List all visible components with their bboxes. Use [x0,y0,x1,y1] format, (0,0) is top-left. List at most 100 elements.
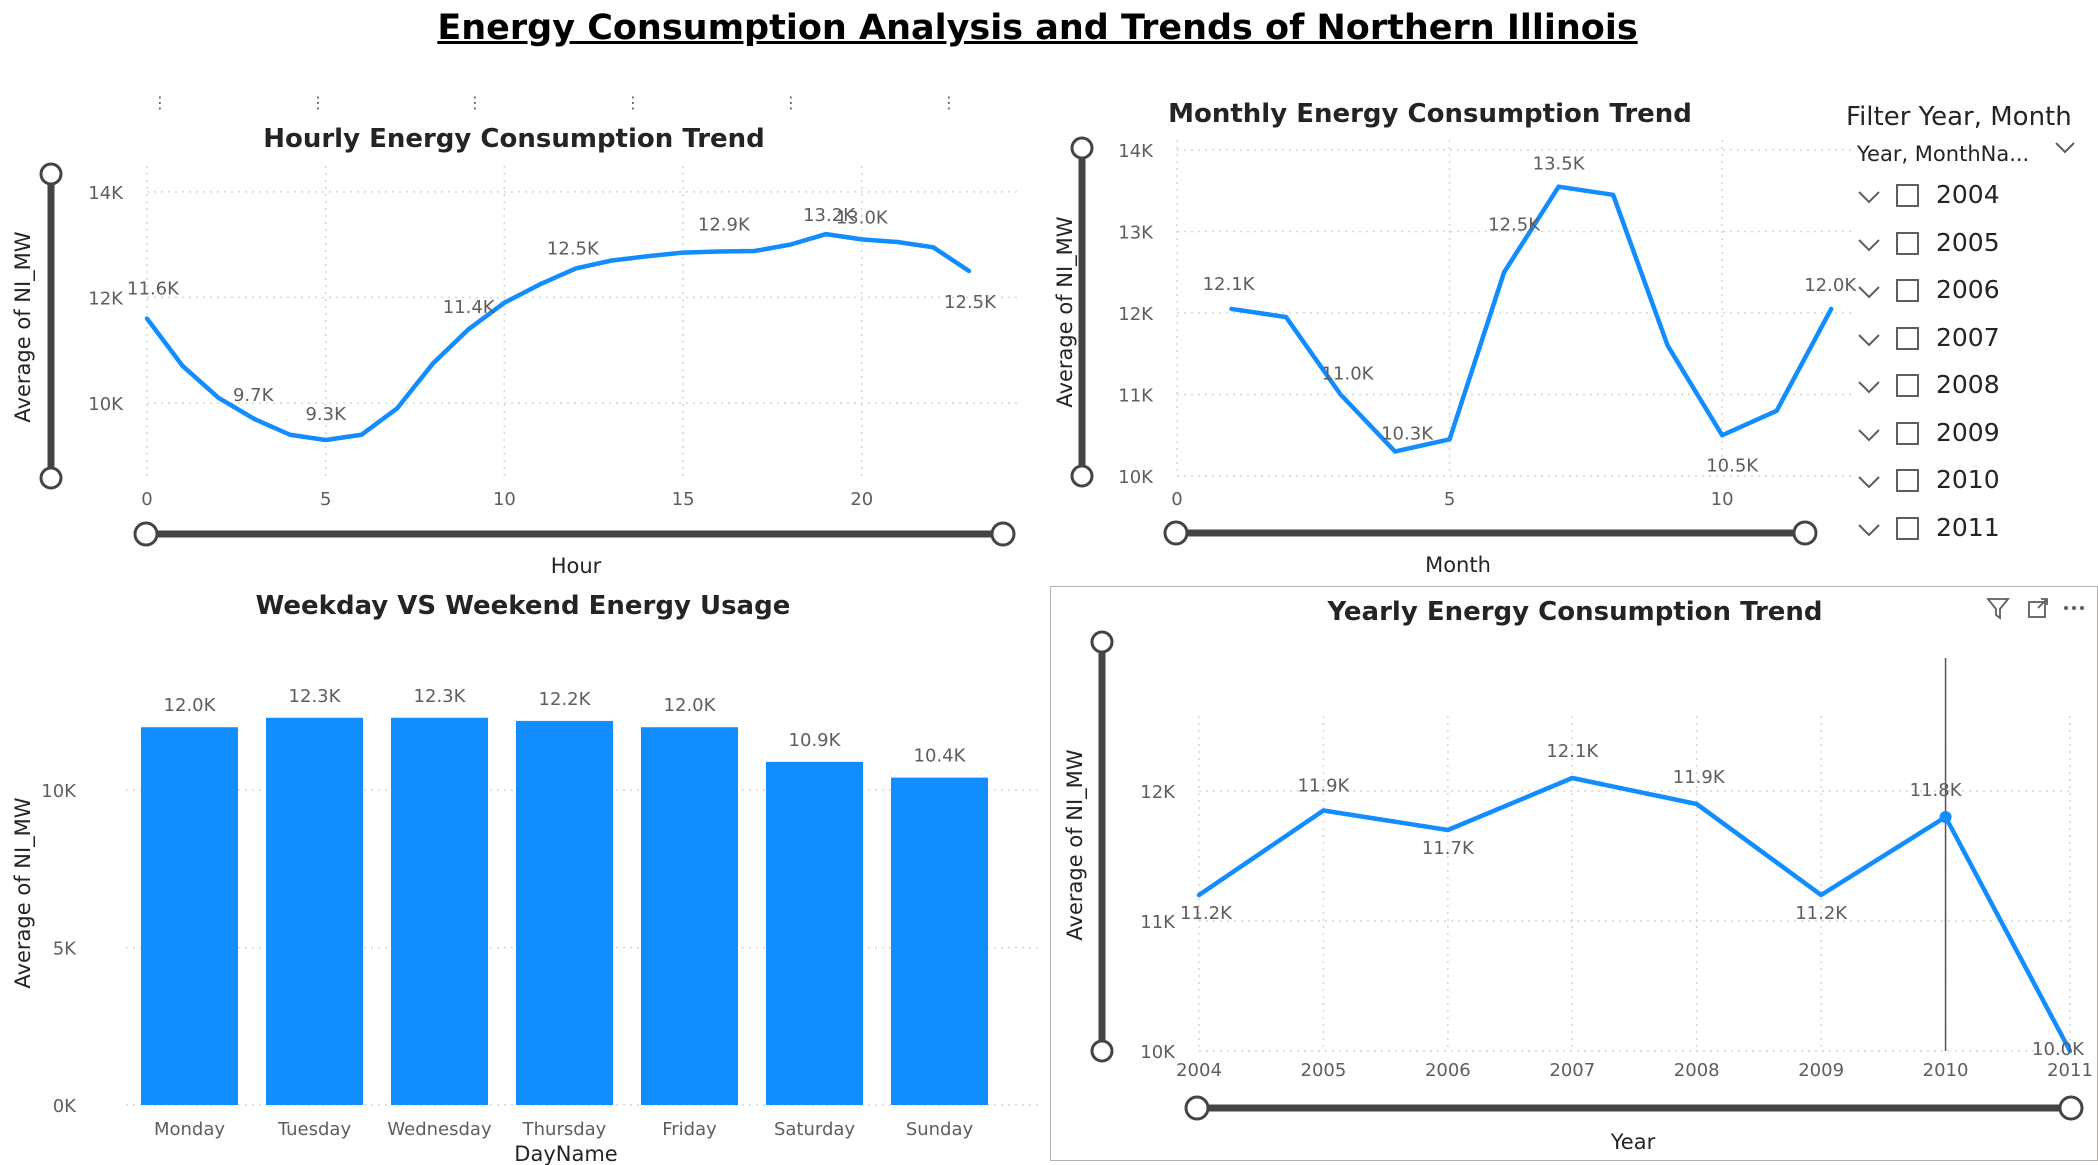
bar[interactable] [391,717,488,1105]
checkbox[interactable] [1896,374,1919,397]
drag-handle: ⋮ [310,93,328,112]
y-slider-handle-top[interactable] [39,162,63,186]
y-tick-label: 0K [53,1096,77,1117]
x-tick-label: Wednesday [387,1119,492,1140]
focus-mode-icon[interactable] [2024,594,2052,622]
chevron-down-icon[interactable] [1856,283,1882,301]
y-tick-label: 13K [1118,223,1154,244]
x-tick-label: 2009 [1798,1060,1844,1081]
chevron-down-icon[interactable] [1856,473,1882,491]
x-slider-handle-left[interactable] [133,521,159,547]
y-tick-label: 10K [1118,467,1154,488]
x-tick-label: Thursday [522,1119,607,1140]
bar[interactable] [641,727,738,1105]
chevron-down-icon[interactable] [1856,521,1882,539]
y-slider-handle-bottom[interactable] [1090,1039,1114,1063]
slicer-item-2011[interactable]: 2011 [1856,513,2096,557]
drag-handle: ⋮ [467,93,485,112]
y-slider-handle-bottom[interactable] [39,466,63,490]
data-label: 12.9K [698,215,751,236]
x-slider-handle-right[interactable] [990,521,1016,547]
drag-handle: ⋮ [625,93,643,112]
checkbox[interactable] [1896,326,1919,350]
drag-handle: ⋮ [941,93,959,112]
data-label: 12.0K [664,695,717,716]
data-label: 12.0K [1804,275,1857,296]
slicer-item-2005[interactable]: 2005 [1856,228,2096,272]
bar[interactable] [766,761,863,1105]
data-label: 10.0K [2032,1039,2085,1060]
chevron-down-icon[interactable] [1856,188,1882,206]
x-tick-label: 2010 [1923,1060,1969,1081]
chart-title: Weekday VS Weekend Energy Usage [256,591,791,621]
slicer-item-label: 2005 [1936,227,2000,257]
y-tick-label: 12K [88,288,124,309]
bar[interactable] [891,777,988,1105]
x-slider-handle-left[interactable] [1163,520,1189,546]
checkbox[interactable] [1896,469,1919,492]
y-tick-label: 10K [41,781,77,802]
slicer-item-label: 2010 [1936,465,2000,494]
series-line[interactable] [144,231,972,443]
x-tick-label: Saturday [774,1119,855,1140]
x-tick-label: 0 [1171,489,1182,510]
x-tick-label: 2007 [1549,1060,1595,1081]
bar[interactable] [141,727,238,1105]
x-tick-label: 2008 [1674,1060,1720,1081]
series-line[interactable] [1229,184,1834,454]
y-slider-handle-top[interactable] [1070,136,1094,160]
x-slider-handle-right[interactable] [2058,1095,2084,1121]
checkbox[interactable] [1896,184,1919,207]
x-axis-title: Hour [551,554,602,578]
slicer-item-label: 2004 [1936,180,2000,209]
more-options-icon[interactable] [2060,594,2088,622]
chevron-down-icon[interactable] [1856,236,1882,254]
x-slider-handle-right[interactable] [1792,520,1818,546]
monthly-chart[interactable]: Monthly Energy Consumption Trend 10K 11K 12… [1030,90,1857,580]
slicer-item-2010[interactable]: 2010 [1856,465,2096,509]
y-slider-handle-bottom[interactable] [1070,464,1094,488]
data-label: 11.9K [1673,767,1726,788]
y-axis-title: Average of NI_MW [11,231,36,422]
bar[interactable] [516,720,613,1105]
hourly-chart-svg: Hourly Energy Consumption Trend 10K 12K 14K… [11,124,1019,578]
slicer-item-2009[interactable]: 2009 [1856,418,2096,462]
bar[interactable] [266,717,363,1105]
data-label: 11.4K [443,297,496,318]
data-label: 11.2K [1795,903,1848,924]
checkbox[interactable] [1896,516,1919,540]
weekday-bar-chart[interactable]: Weekday VS Weekend Energy Usage 0K 5K 10K 12… [0,580,1040,1165]
chart-title: Hourly Energy Consumption Trend [263,124,765,154]
checkbox[interactable] [1896,421,1919,445]
data-label: 12.3K [414,686,467,707]
data-label: 13.0K [836,207,889,228]
data-label: 12.5K [944,292,997,313]
slicer-item-2006[interactable]: 2006 [1856,275,2096,319]
data-label: 12.1K [1203,274,1256,295]
y-axis-title: Average of NI_MW [1063,749,1088,940]
yearly-chart[interactable]: Yearly Energy Consumption Trend 10K 11K 12K… [1050,586,2098,1161]
slicer-item-2008[interactable]: 2008 [1856,370,2096,414]
chevron-down-icon[interactable] [1856,426,1882,444]
weekday-chart-svg: Weekday VS Weekend Energy Usage 0K 5K 10K 12… [11,591,1040,1165]
chevron-down-icon[interactable] [1856,378,1882,396]
y-slider-handle-top[interactable] [1090,630,1114,654]
y-tick-label: 14K [1118,141,1154,162]
x-tick-label: 2005 [1301,1060,1347,1081]
y-tick-label: 10K [88,394,124,415]
checkbox[interactable] [1896,279,1919,302]
filter-icon[interactable] [1984,594,2012,622]
chevron-down-icon[interactable] [1856,331,1882,349]
slicer-header-label[interactable]: Year, MonthNa... [1857,142,2030,166]
chevron-down-icon[interactable] [2052,138,2078,158]
highlighted-data-point[interactable] [1939,811,1952,823]
slicer-item-2007[interactable]: 2007 [1856,323,2096,367]
slicer-item-2004[interactable]: 2004 [1856,180,2096,224]
series-line[interactable] [1196,775,2073,1054]
chart-title: Monthly Energy Consumption Trend [1168,99,1692,129]
chart-title: Yearly Energy Consumption Trend [1326,597,1822,627]
x-slider-handle-left[interactable] [1184,1095,1210,1121]
hourly-chart[interactable]: Hourly Energy Consumption Trend 10K 12K 14K… [0,110,1040,580]
y-tick-label: 11K [1140,912,1176,933]
checkbox[interactable] [1896,231,1919,255]
